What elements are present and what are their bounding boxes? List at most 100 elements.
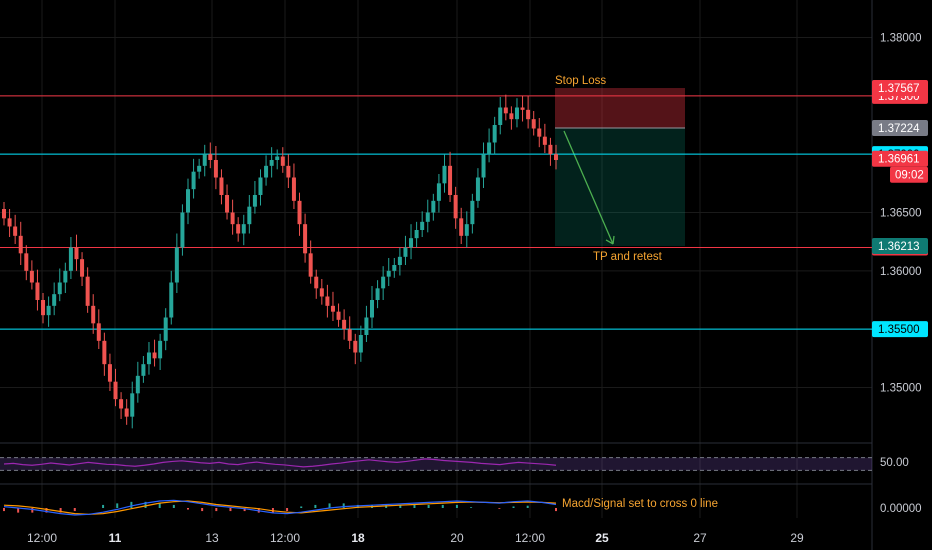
candle-body — [247, 206, 252, 225]
candle-body — [119, 399, 124, 409]
candle-body — [163, 317, 168, 341]
price-badge: 1.37224 — [878, 123, 920, 135]
candle-body — [225, 195, 230, 213]
candle-body — [91, 305, 96, 324]
candle-body — [442, 165, 447, 184]
candle-body — [241, 224, 246, 234]
candle-body — [146, 352, 151, 365]
candle-body — [342, 319, 347, 330]
candle-body — [336, 311, 341, 320]
take-profit-zone — [555, 128, 685, 246]
candle-body — [436, 183, 441, 201]
candle-body — [475, 177, 480, 201]
candle-body — [158, 340, 163, 359]
candle-body — [358, 335, 363, 353]
candle-body — [386, 270, 391, 277]
price-badge-bg — [872, 120, 928, 137]
candle-body — [236, 224, 241, 234]
candle-body — [269, 160, 274, 166]
candle-body — [431, 200, 436, 213]
time-tick-label: 12:00 — [27, 531, 57, 545]
candle-body — [425, 212, 430, 222]
rsi-pane — [0, 457, 872, 471]
price-tick-label: 1.35000 — [880, 383, 922, 395]
candle-body — [314, 276, 319, 289]
time-tick-label: 13 — [205, 531, 219, 545]
price-axis[interactable]: 1.38000 1.36500 1.36000 1.35000 50.00 0.00000 — [880, 33, 922, 516]
candle-body — [303, 224, 308, 254]
candle-body — [230, 212, 235, 225]
candle-body — [57, 282, 62, 295]
candle-body — [498, 107, 503, 125]
price-badge: 1.37567 — [878, 83, 920, 95]
macd-line — [3, 499, 557, 516]
price-badge-bg — [872, 237, 928, 254]
candle-body — [297, 200, 302, 225]
candle-body — [113, 381, 118, 400]
stop-loss-label: Stop Loss — [555, 75, 606, 87]
candle-body — [46, 305, 51, 316]
candle-body — [291, 177, 296, 201]
macd-level-label: 0.00000 — [880, 503, 922, 515]
candle-body — [509, 113, 514, 120]
level-badge: 1.35500 — [878, 324, 920, 336]
price-tick-label: 1.38000 — [880, 33, 922, 45]
time-tick-label: 18 — [351, 531, 365, 545]
candle-body — [258, 177, 263, 195]
candle-body — [280, 156, 285, 166]
candle-body — [420, 221, 425, 230]
candle-body — [35, 282, 40, 300]
time-axis[interactable]: 12:00 11 13 12:00 18 20 12:00 25 27 29 — [27, 531, 804, 545]
candle-body — [397, 256, 402, 265]
candle-body — [492, 125, 497, 143]
candle-body — [63, 270, 68, 283]
candle-body — [548, 144, 553, 155]
candle-body — [130, 393, 135, 417]
time-tick-label: 20 — [450, 531, 464, 545]
candle-body — [2, 209, 6, 219]
arrow-head — [605, 235, 615, 245]
price-badge-bg — [872, 150, 928, 167]
candle-body — [41, 300, 46, 316]
position-tool[interactable]: Stop Loss TP and retest — [555, 75, 685, 263]
price-badge: 1.36961 — [878, 154, 920, 166]
candle-body — [24, 253, 29, 271]
candle-body — [537, 128, 542, 137]
horizontal-levels[interactable] — [0, 95, 872, 330]
time-tick-label: 12:00 — [270, 531, 300, 545]
candle-body — [275, 156, 280, 160]
level-badge-bg — [872, 321, 928, 338]
candle-body — [375, 288, 380, 300]
candle-body — [414, 230, 419, 239]
candle-body — [520, 107, 525, 110]
candle-body — [18, 235, 23, 254]
candle-body — [202, 154, 207, 166]
macd-signal-line — [3, 500, 557, 515]
candle-body — [526, 109, 531, 120]
candle-body — [169, 282, 174, 318]
candle-body — [531, 119, 536, 129]
candle-body — [487, 142, 492, 155]
candle-body — [180, 212, 185, 248]
macd-pane: Macd/Signal set to cross 0 line — [3, 498, 718, 516]
candle-body — [448, 165, 453, 195]
price-badges: 1.375001.370001.362001.355001.375671.372… — [872, 80, 928, 338]
time-tick-label: 25 — [595, 531, 609, 545]
candle-body — [135, 375, 140, 394]
candle-body — [347, 329, 352, 341]
candlestick-series — [2, 94, 558, 429]
candle-body — [213, 160, 218, 178]
candle-body — [514, 107, 519, 120]
candle-body — [152, 352, 157, 359]
time-tick-label: 29 — [790, 531, 804, 545]
candle-body — [353, 340, 358, 353]
time-tick-label: 12:00 — [515, 531, 545, 545]
candle-body — [364, 317, 369, 335]
candle-body — [96, 323, 101, 341]
candle-body — [80, 259, 85, 277]
candle-body — [286, 165, 291, 178]
time-tick-label: 11 — [109, 531, 122, 545]
time-tick-label: 27 — [693, 531, 707, 545]
candle-body — [453, 195, 458, 219]
